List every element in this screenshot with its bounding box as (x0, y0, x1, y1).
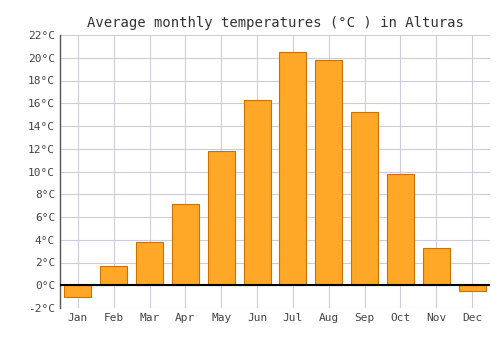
Bar (172, 204, 199, 285)
Bar (280, 52, 306, 285)
Bar (136, 242, 163, 285)
Bar (64, 285, 92, 297)
Bar (423, 248, 450, 285)
Bar (387, 174, 414, 285)
Bar (244, 100, 270, 285)
Bar (316, 60, 342, 285)
Bar (208, 151, 234, 285)
Title: Average monthly temperatures (°C ) in Alturas: Average monthly temperatures (°C ) in Al… (86, 16, 464, 30)
Bar (100, 266, 127, 285)
Bar (458, 285, 485, 291)
Bar (351, 112, 378, 285)
